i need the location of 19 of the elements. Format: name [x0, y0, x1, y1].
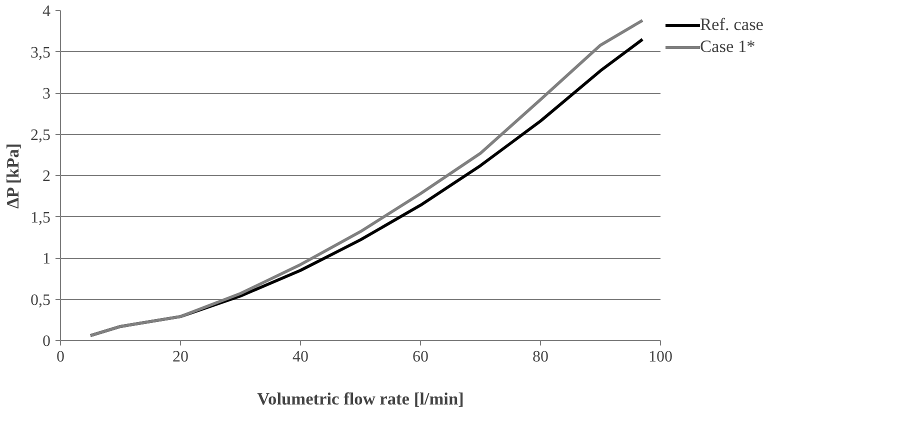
legend-label: Case 1* — [700, 37, 756, 57]
x-tick-label: 20 — [172, 348, 188, 366]
y-tick-label: 1 — [42, 250, 50, 268]
y-axis-title: ΔP [kPa] — [4, 143, 22, 209]
x-tick-label: 0 — [56, 348, 64, 366]
x-tick-label: 100 — [648, 348, 672, 366]
x-tick-label: 40 — [292, 348, 308, 366]
y-tick-label: 4 — [42, 3, 50, 20]
y-tick-label: 2 — [42, 168, 50, 185]
legend-label: Ref. case — [700, 15, 764, 35]
y-tick-label: 3 — [42, 86, 50, 102]
y-tick-label: 2,5 — [30, 126, 50, 144]
x-tick-label: 60 — [412, 348, 428, 366]
y-tick-label: 3,5 — [30, 44, 50, 62]
y-tick-label: 0,5 — [30, 292, 50, 309]
y-tick-label: 1,5 — [30, 209, 50, 226]
y-tick-label: 0 — [42, 333, 50, 350]
x-tick-label: 80 — [532, 348, 548, 366]
x-axis-title: Volumetric flow rate [l/min] — [257, 390, 464, 408]
